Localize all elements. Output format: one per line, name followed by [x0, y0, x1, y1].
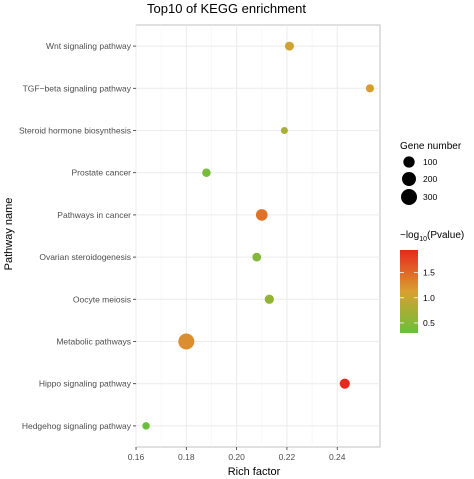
color-legend-label: 0.5	[423, 318, 435, 328]
y-tick-label: Hippo signaling pathway	[39, 379, 132, 389]
data-points	[142, 41, 375, 430]
color-legend-label: 1.5	[423, 268, 435, 278]
x-tick-label: 0.22	[279, 452, 296, 462]
y-axis-title: Pathway name	[3, 198, 15, 271]
data-point	[252, 252, 262, 262]
data-point	[284, 41, 294, 51]
x-tick-label: 0.18	[178, 452, 195, 462]
x-tick-label: 0.20	[228, 452, 245, 462]
size-legend-title: Gene number	[400, 141, 462, 152]
y-tick-label: Hedgehog signaling pathway	[22, 421, 132, 431]
data-point	[202, 168, 211, 177]
color-legend-title: −log10(Pvalue)	[400, 230, 464, 243]
data-point	[365, 84, 375, 93]
y-tick-label: Steroid hormone biosynthesis	[19, 126, 131, 136]
y-tick-label: TGF−beta signaling pathway	[23, 83, 132, 93]
y-tick-label: Wnt signaling pathway	[46, 41, 132, 51]
size-legend-dot	[403, 156, 415, 168]
data-point	[142, 422, 150, 430]
size-legend-dot	[401, 189, 417, 205]
x-axis-ticks: 0.16 0.18 0.20 0.22 0.24	[128, 447, 346, 462]
x-axis-title: Rich factor	[228, 466, 281, 478]
size-legend-label: 200	[423, 174, 437, 184]
data-point	[264, 294, 274, 304]
data-point	[280, 126, 288, 135]
size-legend-dot	[402, 172, 416, 186]
y-axis-ticks: Wnt signaling pathway TGF−beta signaling …	[19, 41, 136, 431]
color-legend-label: 1.0	[423, 293, 435, 303]
y-tick-label: Ovarian steroidogenesis	[39, 252, 131, 262]
x-tick-label: 0.16	[128, 452, 145, 462]
y-tick-label: Pathways in cancer	[57, 210, 131, 220]
x-tick-label: 0.24	[329, 452, 346, 462]
size-legend-label: 100	[423, 157, 437, 167]
data-point	[255, 209, 268, 221]
y-tick-label: Prostate cancer	[71, 168, 131, 178]
color-legend-bar	[400, 250, 418, 333]
chart-title: Top10 of KEGG enrichment	[147, 1, 306, 16]
data-point	[339, 378, 350, 389]
y-tick-label: Oocyte meiosis	[73, 294, 131, 304]
color-legend: −log10(Pvalue) 0.5 1.0 1.5	[400, 230, 464, 333]
data-point	[178, 333, 195, 350]
size-legend: Gene number 100 200 300	[400, 141, 462, 205]
panel-border	[135, 24, 381, 448]
size-legend-label: 300	[423, 192, 437, 202]
plot-panel	[135, 24, 381, 448]
y-tick-label: Metabolic pathways	[56, 337, 131, 347]
